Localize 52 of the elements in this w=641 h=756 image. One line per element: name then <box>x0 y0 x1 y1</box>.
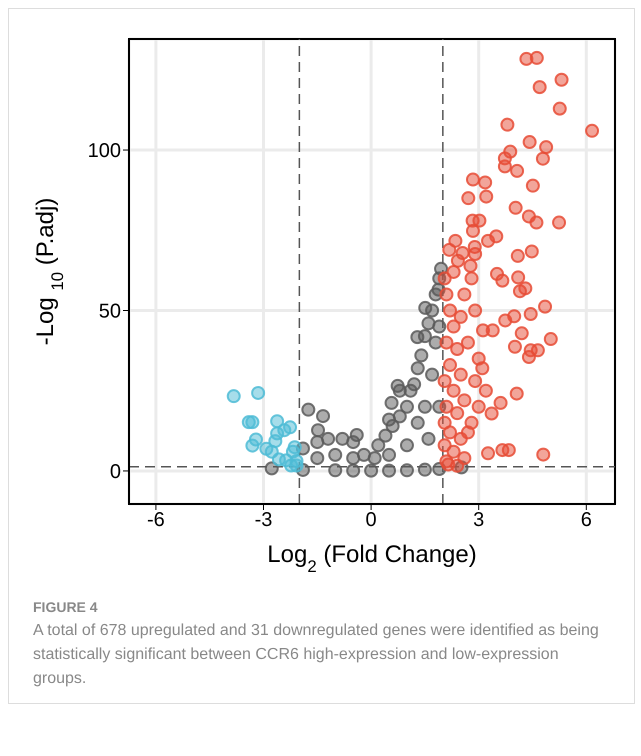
point <box>364 464 378 478</box>
point <box>251 386 266 400</box>
y-tick-label: 100 <box>88 140 121 162</box>
point <box>284 458 298 472</box>
point <box>418 300 432 315</box>
point <box>382 448 396 462</box>
point <box>407 377 422 392</box>
point <box>346 464 360 478</box>
point <box>245 438 260 453</box>
caption: FIGURE 4 <box>33 599 99 615</box>
point <box>400 400 414 414</box>
point <box>264 461 279 476</box>
point <box>410 361 425 376</box>
point <box>432 320 446 334</box>
point <box>421 316 436 330</box>
point <box>400 438 414 452</box>
x-axis-title: Log$_{2}$ (Fold Change) <box>267 541 477 576</box>
point <box>346 451 360 466</box>
point <box>382 412 396 427</box>
y-tick-label: 50 <box>98 300 121 323</box>
point <box>414 348 428 362</box>
point <box>425 368 440 382</box>
point <box>245 415 260 430</box>
x-tick-label: 6 <box>580 509 592 532</box>
point <box>378 428 392 443</box>
x-tick-label: 0 <box>366 509 377 532</box>
point <box>321 432 336 446</box>
point <box>350 428 364 442</box>
point <box>421 432 436 446</box>
point <box>226 389 241 404</box>
point <box>418 462 432 477</box>
x-tick-label: 3 <box>473 509 484 532</box>
point <box>316 409 330 424</box>
point <box>301 402 316 417</box>
point <box>328 463 342 478</box>
point <box>311 423 326 438</box>
point <box>418 400 432 414</box>
point <box>335 432 350 446</box>
point <box>310 451 324 466</box>
point <box>384 396 399 410</box>
y-tick-label: 0 <box>110 461 121 484</box>
point <box>410 330 424 344</box>
point <box>410 416 425 430</box>
point <box>382 464 396 478</box>
point <box>368 451 382 466</box>
point <box>390 378 405 393</box>
x-tick-label: -3 <box>254 509 272 532</box>
point <box>328 448 342 462</box>
text: A total of 678 upregulated and 31 downregulated genes were identified as being statistically significant between CCR6 high-expression and low-expression groups. <box>33 621 600 689</box>
point <box>400 463 414 478</box>
point <box>371 438 386 452</box>
x-tick-label: -6 <box>147 509 165 532</box>
